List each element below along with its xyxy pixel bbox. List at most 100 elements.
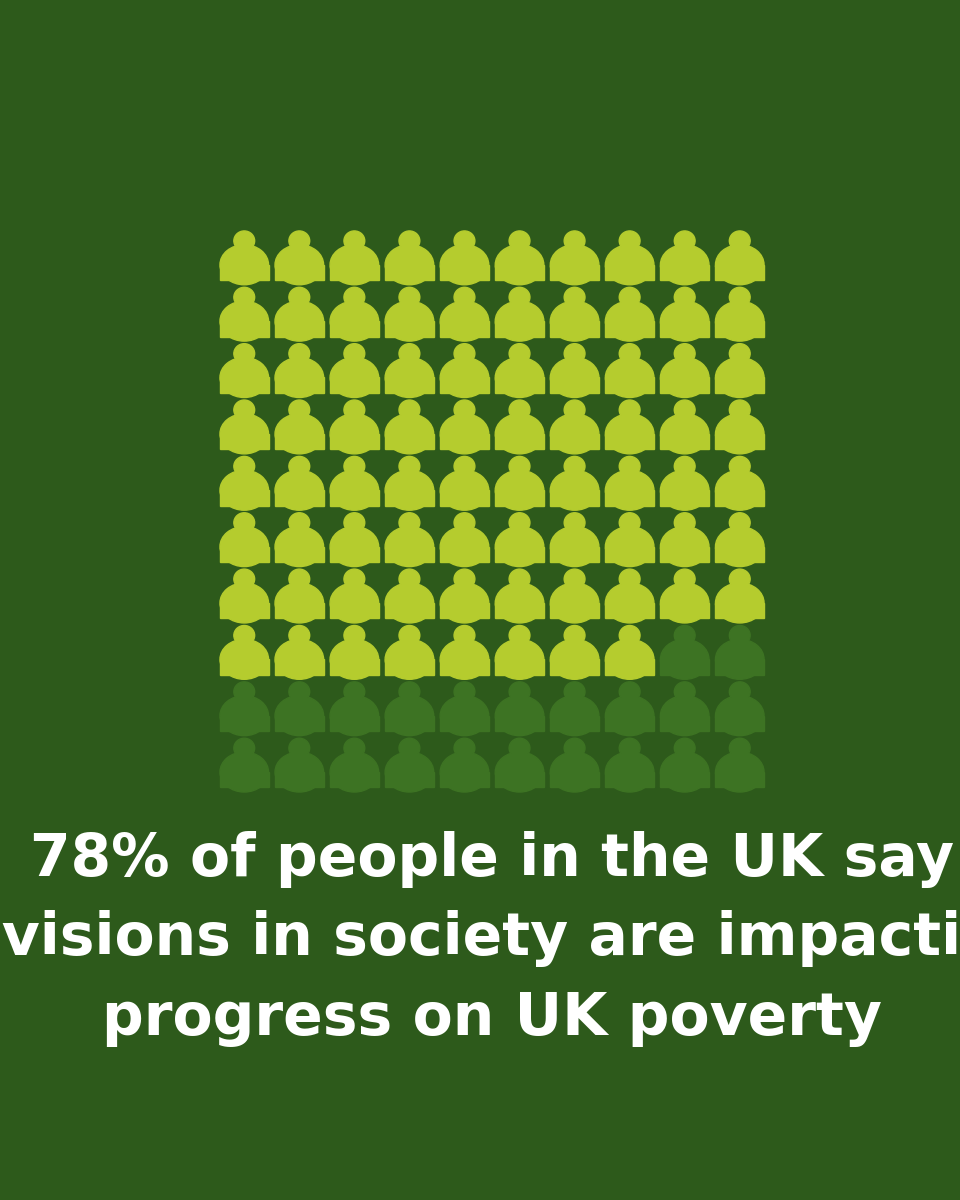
Bar <box>385 491 434 505</box>
Ellipse shape <box>509 512 530 533</box>
Ellipse shape <box>234 625 254 646</box>
Bar <box>385 715 434 731</box>
Ellipse shape <box>660 358 709 397</box>
Bar <box>441 772 489 787</box>
Ellipse shape <box>660 470 709 510</box>
Bar <box>495 546 543 562</box>
Ellipse shape <box>344 287 365 307</box>
Ellipse shape <box>564 569 585 589</box>
Ellipse shape <box>441 414 489 454</box>
Ellipse shape <box>730 343 750 364</box>
Bar <box>550 265 599 280</box>
Ellipse shape <box>234 512 254 533</box>
Ellipse shape <box>564 625 585 646</box>
Ellipse shape <box>275 358 324 397</box>
Ellipse shape <box>495 696 543 736</box>
Ellipse shape <box>275 752 324 792</box>
Bar <box>220 265 269 280</box>
Ellipse shape <box>220 301 269 341</box>
Ellipse shape <box>330 245 378 284</box>
Ellipse shape <box>495 640 543 679</box>
Bar <box>330 659 378 674</box>
Bar <box>441 322 489 336</box>
Bar <box>715 322 764 336</box>
Ellipse shape <box>606 640 654 679</box>
Bar <box>330 602 378 618</box>
Bar <box>441 378 489 392</box>
Ellipse shape <box>344 682 365 702</box>
Ellipse shape <box>509 456 530 476</box>
Bar <box>550 434 599 449</box>
Bar <box>275 322 324 336</box>
Ellipse shape <box>330 414 378 454</box>
Bar <box>441 715 489 731</box>
Ellipse shape <box>289 400 310 420</box>
Ellipse shape <box>275 583 324 623</box>
Bar <box>550 546 599 562</box>
Bar <box>441 434 489 449</box>
Ellipse shape <box>330 752 378 792</box>
Ellipse shape <box>730 287 750 307</box>
Ellipse shape <box>454 625 475 646</box>
Bar <box>220 378 269 392</box>
Bar <box>660 491 709 505</box>
Bar <box>495 322 543 336</box>
Ellipse shape <box>730 625 750 646</box>
Ellipse shape <box>220 414 269 454</box>
Ellipse shape <box>674 682 695 702</box>
Ellipse shape <box>454 343 475 364</box>
Bar <box>606 378 654 392</box>
Bar <box>660 322 709 336</box>
Bar <box>385 546 434 562</box>
Ellipse shape <box>550 527 599 566</box>
Ellipse shape <box>220 583 269 623</box>
Ellipse shape <box>234 230 254 251</box>
Ellipse shape <box>495 583 543 623</box>
Ellipse shape <box>730 512 750 533</box>
Ellipse shape <box>715 696 764 736</box>
Ellipse shape <box>454 738 475 758</box>
Bar <box>550 322 599 336</box>
Bar <box>660 772 709 787</box>
Ellipse shape <box>441 696 489 736</box>
Ellipse shape <box>606 527 654 566</box>
Ellipse shape <box>730 682 750 702</box>
Ellipse shape <box>289 230 310 251</box>
Ellipse shape <box>509 625 530 646</box>
Ellipse shape <box>730 456 750 476</box>
Ellipse shape <box>715 527 764 566</box>
Bar <box>385 322 434 336</box>
Ellipse shape <box>674 400 695 420</box>
Ellipse shape <box>234 343 254 364</box>
Ellipse shape <box>660 245 709 284</box>
Ellipse shape <box>454 400 475 420</box>
Ellipse shape <box>289 343 310 364</box>
Ellipse shape <box>441 527 489 566</box>
Ellipse shape <box>495 414 543 454</box>
Ellipse shape <box>660 583 709 623</box>
Bar <box>495 659 543 674</box>
Ellipse shape <box>550 358 599 397</box>
Text: 78% of people in the UK say
divisions in society are impacting
progress on UK po: 78% of people in the UK say divisions in… <box>0 830 960 1046</box>
Ellipse shape <box>330 470 378 510</box>
Ellipse shape <box>619 625 640 646</box>
Ellipse shape <box>674 343 695 364</box>
Ellipse shape <box>385 640 434 679</box>
Ellipse shape <box>550 245 599 284</box>
Ellipse shape <box>606 414 654 454</box>
Ellipse shape <box>509 343 530 364</box>
Ellipse shape <box>399 230 420 251</box>
Ellipse shape <box>730 400 750 420</box>
Bar <box>495 434 543 449</box>
Ellipse shape <box>619 287 640 307</box>
Bar <box>275 546 324 562</box>
Ellipse shape <box>550 414 599 454</box>
Ellipse shape <box>495 470 543 510</box>
Bar <box>220 772 269 787</box>
Ellipse shape <box>330 527 378 566</box>
Bar <box>660 378 709 392</box>
Bar <box>275 659 324 674</box>
Ellipse shape <box>660 527 709 566</box>
Ellipse shape <box>220 527 269 566</box>
Ellipse shape <box>234 569 254 589</box>
